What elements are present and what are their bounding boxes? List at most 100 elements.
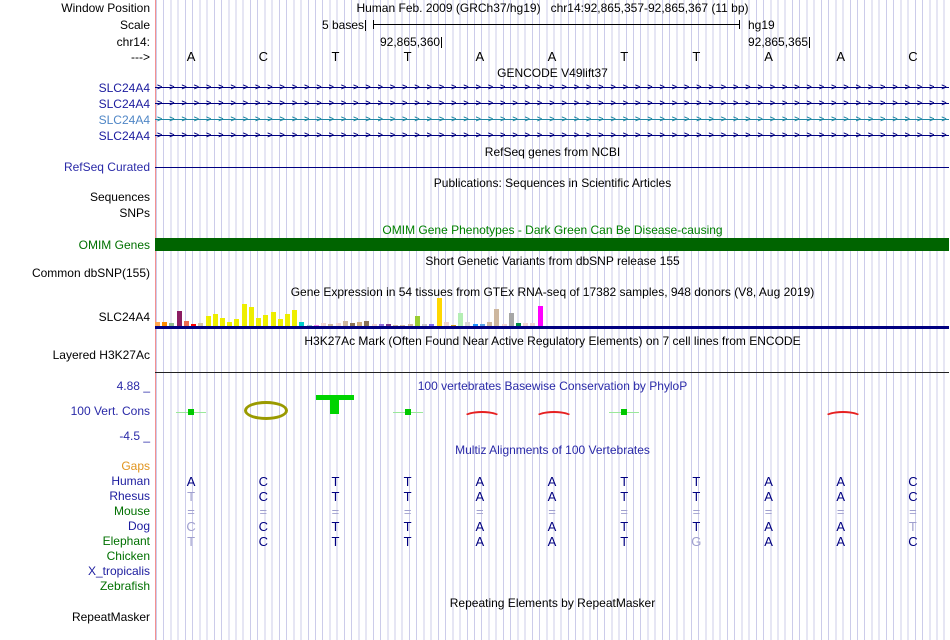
sequences-track-label[interactable]: Sequences xyxy=(89,190,150,204)
gtex-tissue-bar[interactable] xyxy=(248,307,254,326)
gtex-tissue-bar[interactable] xyxy=(465,322,471,326)
alignment-letter: A xyxy=(547,489,557,504)
snps-track-label[interactable]: SNPs xyxy=(119,206,150,220)
gtex-tissue-bar[interactable] xyxy=(414,316,420,326)
conservation-track-title: 100 vertebrates Basewise Conservation by… xyxy=(417,379,688,393)
gtex-tissue-bar[interactable] xyxy=(378,324,384,326)
gtex-tissue-bar[interactable] xyxy=(422,324,428,326)
gene-exon-line[interactable]: >>>>>>>>>>>>>>>>>>>>>>>>>>>>>>>>>>>>>>>>… xyxy=(155,98,949,110)
gtex-tissue-bar[interactable] xyxy=(537,306,543,326)
species-label[interactable]: X_tropicalis xyxy=(87,564,150,578)
gene-label[interactable]: SLC24A4 xyxy=(98,129,150,143)
gtex-tissue-bar[interactable] xyxy=(335,323,341,326)
species-label[interactable]: Gaps xyxy=(121,459,150,473)
gtex-tissue-bar[interactable] xyxy=(162,322,168,326)
refseq-track-title: RefSeq genes from NCBI xyxy=(484,145,621,159)
strand-direction-label[interactable]: ---> xyxy=(131,50,150,64)
gtex-tissue-bar[interactable] xyxy=(270,312,276,326)
gtex-tissue-bar[interactable] xyxy=(241,304,247,326)
gtex-tissue-bar[interactable] xyxy=(306,325,312,326)
gene-exon-line[interactable]: >>>>>>>>>>>>>>>>>>>>>>>>>>>>>>>>>>>>>>>>… xyxy=(155,82,949,94)
gtex-tissue-bar[interactable] xyxy=(328,324,334,326)
common-dbsnp-label[interactable]: Common dbSNP(155) xyxy=(31,266,150,280)
gtex-tissue-bar[interactable] xyxy=(205,316,211,326)
gtex-tissue-bar[interactable] xyxy=(371,324,377,326)
gene-label[interactable]: SLC24A4 xyxy=(98,81,150,95)
gtex-tissue-bar[interactable] xyxy=(212,314,218,326)
gtex-tissue-bar[interactable] xyxy=(516,323,521,326)
gtex-tissue-bar[interactable] xyxy=(155,322,160,326)
gene-transcript-row[interactable]: SLC24A4 >>>>>>>>>>>>>>>>>>>>>>>>>>>>>>>>>… xyxy=(0,113,950,127)
gtex-tissue-bar[interactable] xyxy=(256,318,262,326)
gene-transcript-row[interactable]: SLC24A4 >>>>>>>>>>>>>>>>>>>>>>>>>>>>>>>>>… xyxy=(0,81,950,95)
gtex-tissue-bar[interactable] xyxy=(530,323,536,326)
repeatmasker-label[interactable]: RepeatMasker xyxy=(71,610,150,624)
gtex-tissue-bar[interactable] xyxy=(494,309,500,326)
conservation-min-label: -4.5 _ xyxy=(119,429,150,443)
gtex-tissue-bar[interactable] xyxy=(263,315,269,326)
scale-bar xyxy=(373,20,740,29)
gene-transcript-row[interactable]: SLC24A4 >>>>>>>>>>>>>>>>>>>>>>>>>>>>>>>>>… xyxy=(0,129,950,143)
species-label[interactable]: Chicken xyxy=(106,549,150,563)
gene-label[interactable]: SLC24A4 xyxy=(98,113,150,127)
alignment-letter: = xyxy=(259,504,268,519)
gene-transcript-row[interactable]: SLC24A4 >>>>>>>>>>>>>>>>>>>>>>>>>>>>>>>>>… xyxy=(0,97,950,111)
gtex-tissue-bar[interactable] xyxy=(443,322,449,326)
strand-arrows: >>>>>>>>>>>>>>>>>>>>>>>>>>>>>>>>>>>>>>>>… xyxy=(157,82,949,92)
gtex-tissue-bar[interactable] xyxy=(458,313,464,326)
species-label[interactable]: Mouse xyxy=(113,504,150,518)
gtex-tissue-bar[interactable] xyxy=(349,323,355,326)
gtex-tissue-bar[interactable] xyxy=(169,323,175,326)
gtex-tissue-bar[interactable] xyxy=(357,322,363,326)
gtex-tissue-bar[interactable] xyxy=(277,319,283,326)
gtex-tissue-bar[interactable] xyxy=(299,322,305,326)
gene-exon-line[interactable]: >>>>>>>>>>>>>>>>>>>>>>>>>>>>>>>>>>>>>>>>… xyxy=(155,130,949,142)
phylop-conservation-plot[interactable] xyxy=(155,392,950,436)
conservation-mark xyxy=(241,392,289,436)
gtex-tissue-bar[interactable] xyxy=(400,325,406,326)
conservation-track-label[interactable]: 100 Vert. Cons xyxy=(70,404,150,418)
gtex-tissue-bar[interactable] xyxy=(227,322,233,326)
gtex-tissue-bar[interactable] xyxy=(176,311,182,326)
gtex-tissue-bar[interactable] xyxy=(479,324,485,326)
gtex-tissue-bar[interactable] xyxy=(472,324,478,326)
gtex-tissue-bar[interactable] xyxy=(487,322,493,326)
gtex-tissue-bar[interactable] xyxy=(407,324,413,326)
species-label[interactable]: Human xyxy=(111,474,150,488)
alignment-letter: C xyxy=(258,474,268,489)
refseq-curated-label[interactable]: RefSeq Curated xyxy=(63,160,150,174)
refseq-curated-gene-line[interactable] xyxy=(155,167,949,168)
gtex-tissue-bar[interactable] xyxy=(393,325,399,326)
gtex-tissue-bar[interactable] xyxy=(451,325,457,326)
gtex-tissue-bar[interactable] xyxy=(219,318,225,326)
gtex-tissue-bar[interactable] xyxy=(386,324,392,326)
gtex-tissue-bar[interactable] xyxy=(508,313,514,326)
gtex-tissue-bar[interactable] xyxy=(364,321,370,326)
gtex-tissue-bar[interactable] xyxy=(313,325,319,326)
gtex-tissue-bar[interactable] xyxy=(436,298,442,326)
species-label[interactable]: Zebrafish xyxy=(99,579,150,593)
gtex-tissue-bar[interactable] xyxy=(429,324,435,326)
gtex-expression-barchart[interactable] xyxy=(155,298,949,326)
species-label[interactable]: Elephant xyxy=(102,534,150,548)
gtex-tissue-bar[interactable] xyxy=(198,323,204,326)
layered-h3k27ac-label[interactable]: Layered H3K27Ac xyxy=(52,348,150,362)
gtex-tissue-bar[interactable] xyxy=(183,321,189,326)
gene-label[interactable]: SLC24A4 xyxy=(98,97,150,111)
omim-gene-bar[interactable] xyxy=(155,238,949,251)
gtex-tissue-bar[interactable] xyxy=(321,323,327,326)
gtex-tissue-bar[interactable] xyxy=(292,310,298,326)
gtex-tissue-bar[interactable] xyxy=(191,324,197,326)
alignment-letter: A xyxy=(836,489,846,504)
gtex-tissue-bar[interactable] xyxy=(234,319,240,326)
omim-genes-label[interactable]: OMIM Genes xyxy=(78,238,150,252)
species-label[interactable]: Rhesus xyxy=(109,489,150,503)
gtex-tissue-bar[interactable] xyxy=(342,321,348,326)
gtex-tissue-bar[interactable] xyxy=(501,324,507,326)
gene-exon-line[interactable]: >>>>>>>>>>>>>>>>>>>>>>>>>>>>>>>>>>>>>>>>… xyxy=(155,114,949,126)
gtex-tissue-bar[interactable] xyxy=(284,314,290,326)
species-label[interactable]: Dog xyxy=(127,519,150,533)
gtex-tissue-bar[interactable] xyxy=(523,323,529,326)
gtex-gene-label[interactable]: SLC24A4 xyxy=(98,310,150,324)
